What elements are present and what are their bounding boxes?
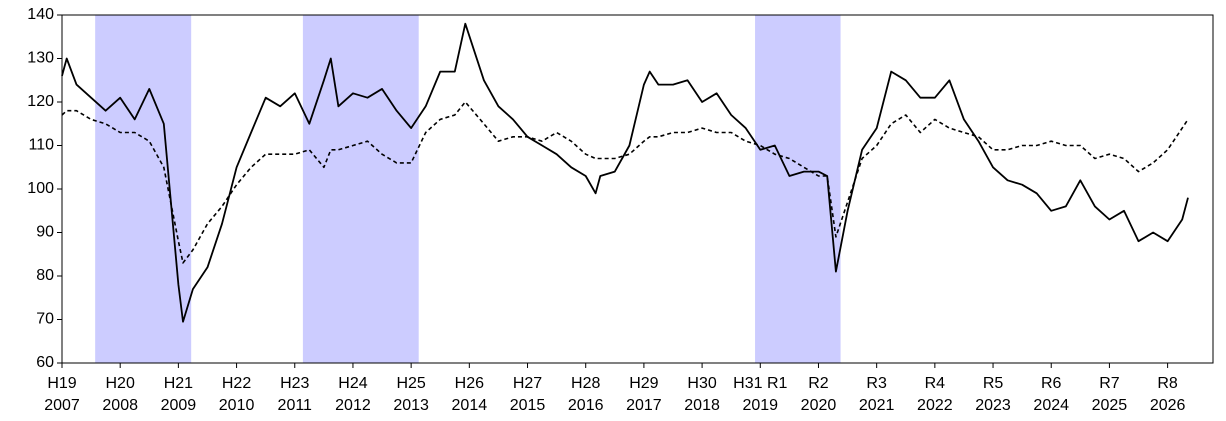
x-tick-label: R6 2024: [1033, 375, 1069, 414]
x-tick-label: R5 2023: [975, 375, 1011, 414]
x-tick-label: H25 2013: [393, 375, 429, 414]
x-tick-label: H30 2018: [684, 375, 720, 414]
y-tick-label: 100: [27, 180, 54, 197]
x-tick-label: R7 2025: [1092, 375, 1128, 414]
x-tick-label: H20 2008: [102, 375, 138, 414]
x-tick-label: H28 2016: [568, 375, 604, 414]
x-tick-label: R8 2026: [1150, 375, 1186, 414]
y-tick-label: 60: [36, 354, 54, 371]
x-tick-label: H26 2014: [452, 375, 488, 414]
y-tick-label: 120: [27, 93, 54, 110]
x-tick-label: R3 2021: [859, 375, 895, 414]
data-line: [61, 101, 1189, 264]
x-tick-label: H27 2015: [510, 375, 546, 414]
plot-frame: [61, 14, 1214, 364]
shaded-period: [302, 15, 419, 363]
y-tick-label: 140: [27, 6, 54, 23]
x-tick-label: R4 2022: [917, 375, 953, 414]
x-tick-label: H24 2012: [335, 375, 371, 414]
shaded-period: [755, 15, 841, 363]
x-tick-label: R2 2020: [801, 375, 837, 414]
y-tick-label: 130: [27, 50, 54, 67]
x-tick-label: H22 2010: [219, 375, 255, 414]
y-tick-label: 70: [36, 311, 54, 328]
x-tick-label: H31 R1 2019: [733, 375, 787, 414]
y-tick-label: 90: [36, 224, 54, 241]
shaded-period: [95, 15, 192, 363]
y-tick-label: 80: [36, 267, 54, 284]
x-tick-label: H21 2009: [161, 375, 197, 414]
x-tick-label: H19 2007: [44, 375, 80, 414]
data-line: [61, 22, 1189, 323]
y-tick-label: 110: [28, 137, 54, 154]
x-tick-label: H29 2017: [626, 375, 662, 414]
x-tick-label: H23 2011: [278, 375, 313, 414]
